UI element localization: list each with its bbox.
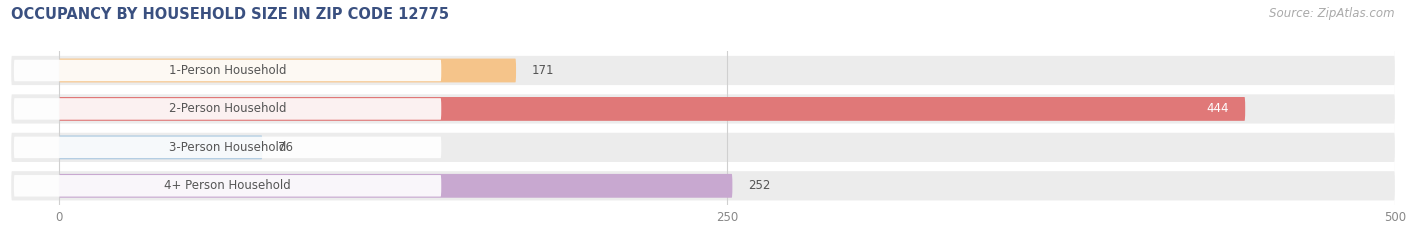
Text: 252: 252: [748, 179, 770, 192]
Text: Source: ZipAtlas.com: Source: ZipAtlas.com: [1270, 7, 1395, 20]
Text: OCCUPANCY BY HOUSEHOLD SIZE IN ZIP CODE 12775: OCCUPANCY BY HOUSEHOLD SIZE IN ZIP CODE …: [11, 7, 450, 22]
FancyBboxPatch shape: [59, 97, 1246, 121]
FancyBboxPatch shape: [14, 137, 441, 158]
Text: 1-Person Household: 1-Person Household: [169, 64, 287, 77]
Text: 76: 76: [278, 141, 294, 154]
FancyBboxPatch shape: [14, 60, 441, 81]
FancyBboxPatch shape: [11, 171, 1395, 200]
FancyBboxPatch shape: [11, 56, 1395, 85]
FancyBboxPatch shape: [14, 175, 441, 197]
Text: 4+ Person Household: 4+ Person Household: [165, 179, 291, 192]
Text: 444: 444: [1206, 103, 1229, 115]
FancyBboxPatch shape: [59, 58, 516, 82]
FancyBboxPatch shape: [59, 174, 733, 198]
Text: 2-Person Household: 2-Person Household: [169, 103, 287, 115]
FancyBboxPatch shape: [14, 98, 441, 120]
Text: 3-Person Household: 3-Person Household: [169, 141, 287, 154]
FancyBboxPatch shape: [11, 133, 1395, 162]
FancyBboxPatch shape: [11, 94, 1395, 123]
Text: 171: 171: [531, 64, 554, 77]
FancyBboxPatch shape: [59, 135, 263, 159]
